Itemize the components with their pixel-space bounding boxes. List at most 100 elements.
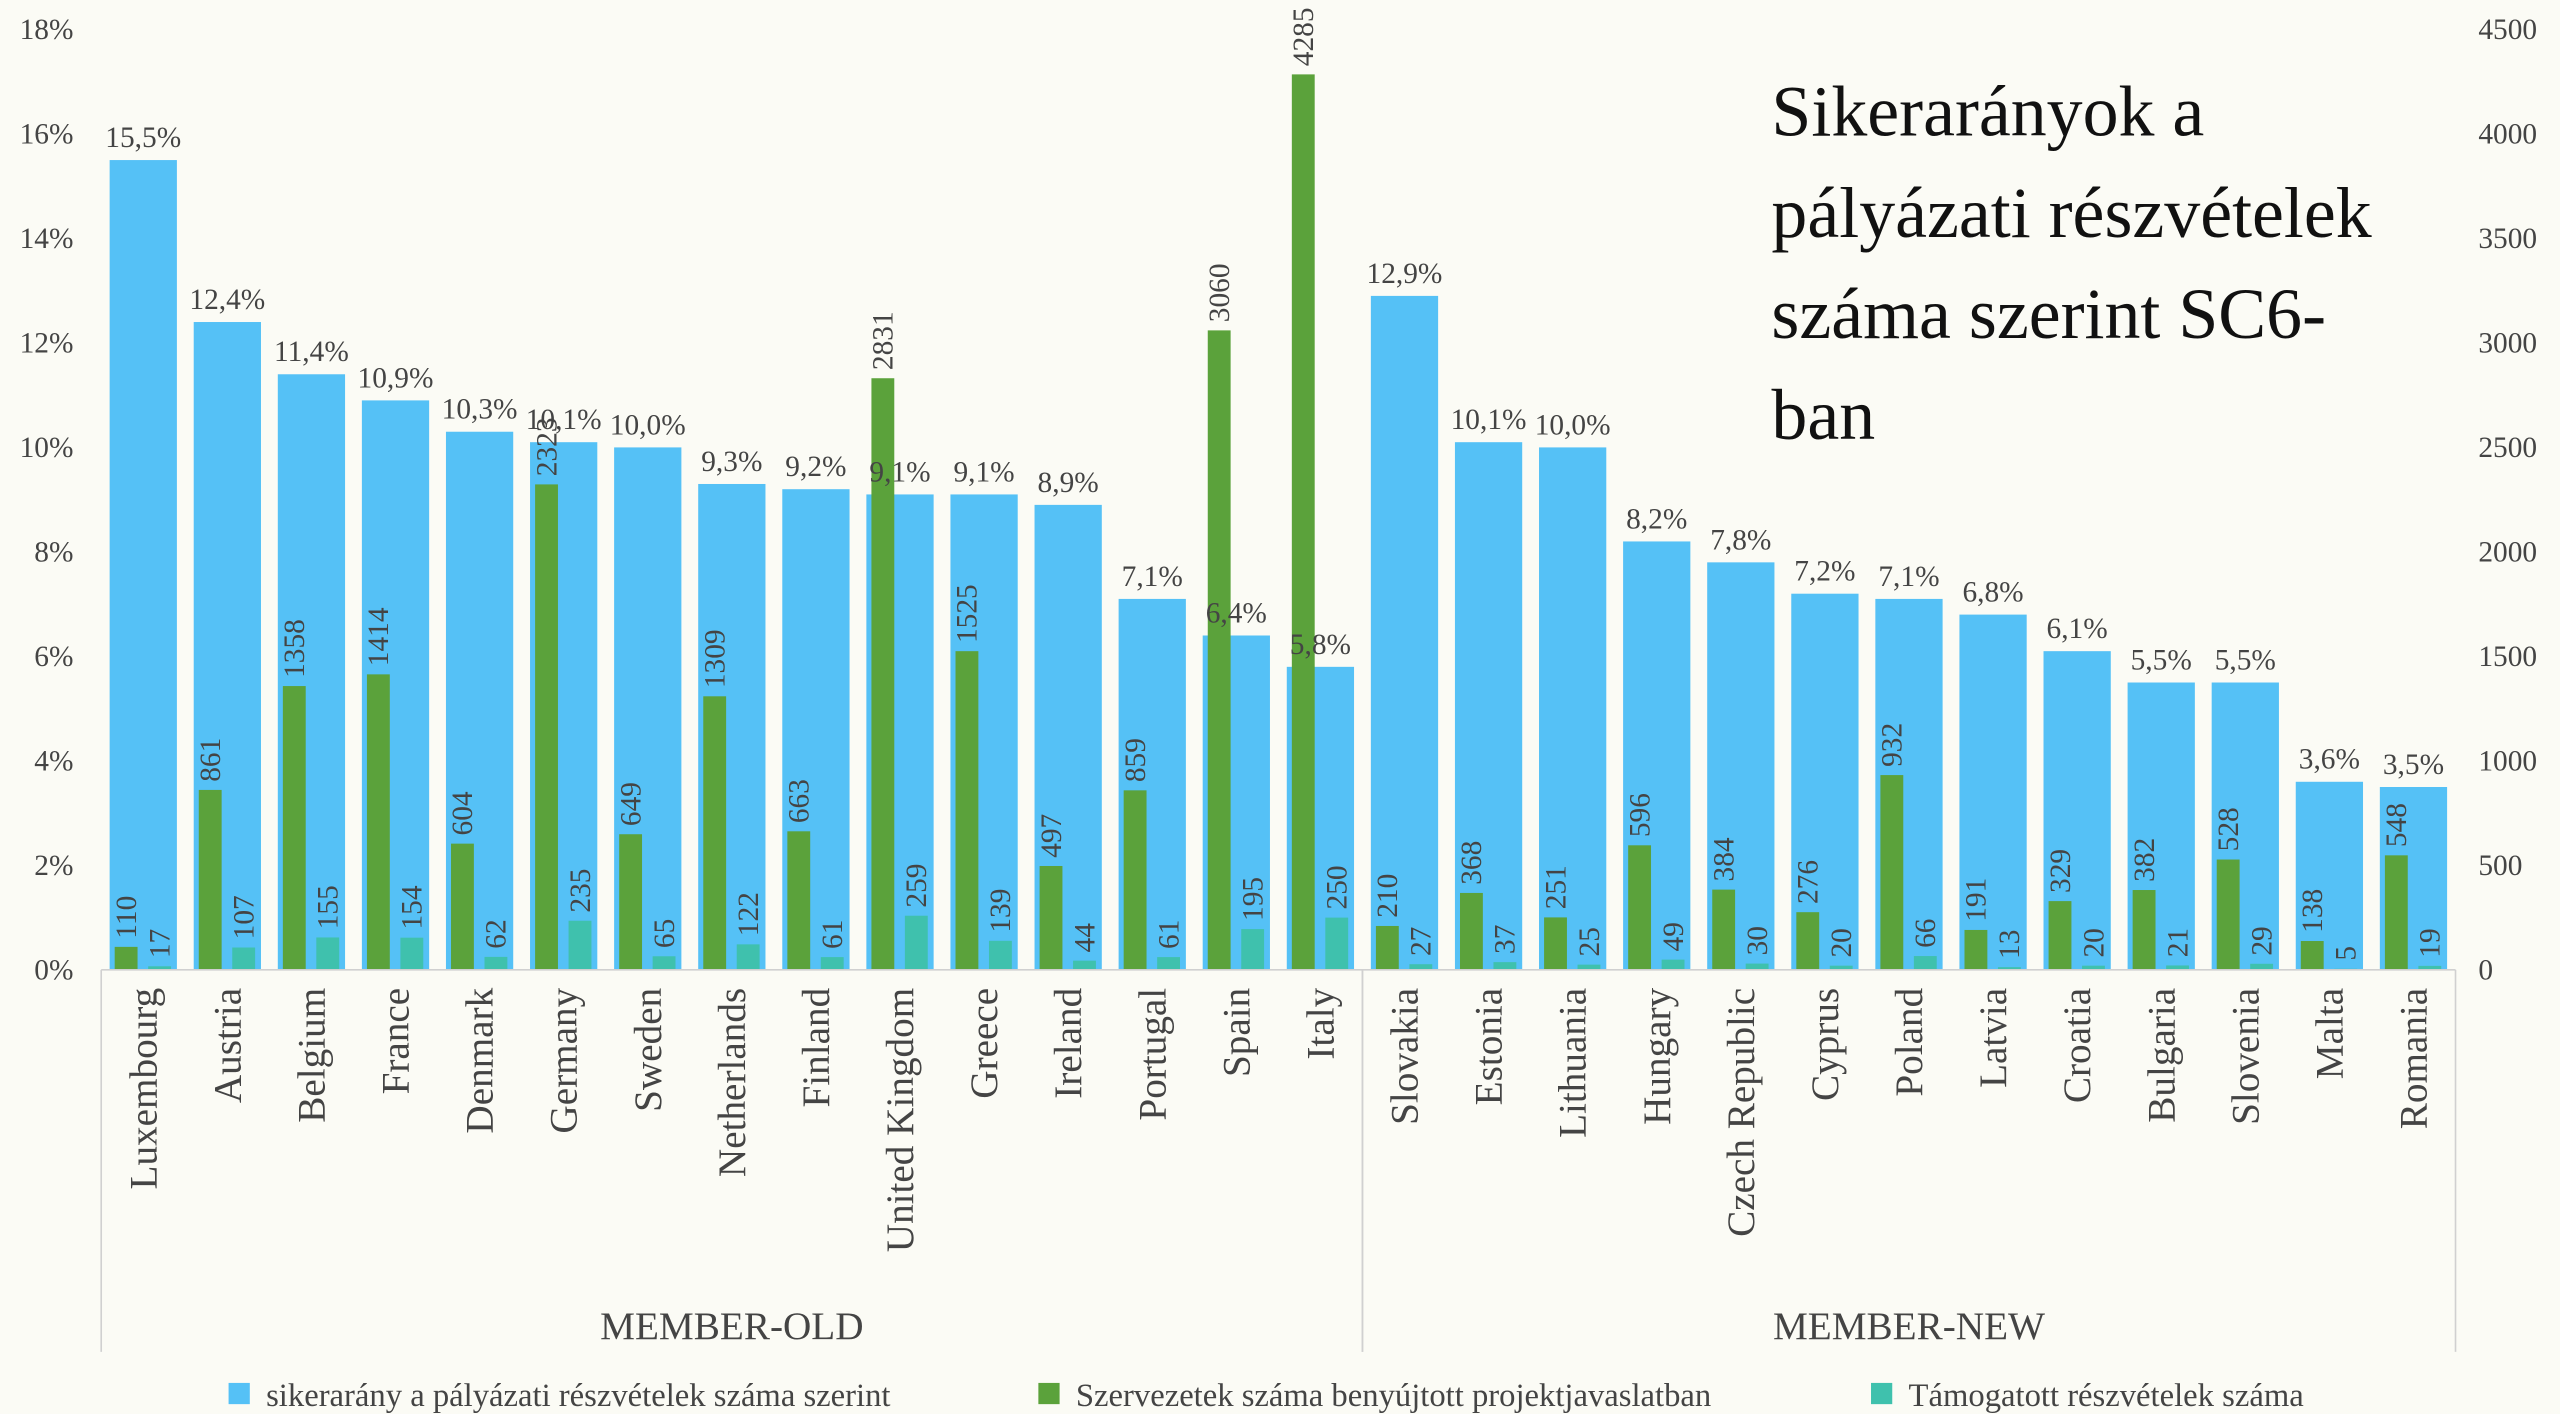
bar xyxy=(1829,965,1853,970)
data-label: 10,0% xyxy=(1535,409,1611,441)
data-label: 27 xyxy=(1406,927,1438,956)
y-tick-label: 18% xyxy=(20,14,74,46)
y2-tick-label: 0 xyxy=(2478,955,2493,987)
bar xyxy=(1577,964,1601,970)
x-tick-label: Ireland xyxy=(1047,987,1090,1098)
x-tick-label: Greece xyxy=(963,988,1006,1099)
data-label: 21 xyxy=(2162,928,2194,957)
data-label: 20 xyxy=(1826,928,1858,957)
bar xyxy=(871,378,895,970)
data-label: 5,8% xyxy=(1290,629,1351,661)
data-label: 8,9% xyxy=(1038,467,1099,499)
data-label: 497 xyxy=(1036,814,1068,858)
y-tick-label: 6% xyxy=(34,641,73,673)
bar xyxy=(2300,941,2324,970)
data-label: 210 xyxy=(1372,874,1404,918)
data-label: 110 xyxy=(111,896,143,939)
y-tick-label: 0% xyxy=(34,955,73,987)
bar xyxy=(366,674,390,970)
bar xyxy=(988,940,1012,970)
data-label: 10,0% xyxy=(610,409,686,441)
data-label: 11,4% xyxy=(274,336,349,368)
x-tick-label: Czech Republic xyxy=(1720,988,1763,1237)
data-label: 604 xyxy=(447,791,479,835)
y2-tick-label: 4000 xyxy=(2478,119,2537,151)
y2-tick-label: 3000 xyxy=(2478,328,2537,360)
x-tick-label: Luxembourg xyxy=(122,988,165,1190)
data-label: 596 xyxy=(1624,793,1656,837)
legend-label: Támogatott részvételek száma xyxy=(1909,1378,2305,1414)
y2-tick-label: 1500 xyxy=(2478,641,2537,673)
legend-swatch xyxy=(228,1382,250,1405)
bar xyxy=(1628,845,1652,970)
bar xyxy=(652,956,676,970)
x-tick-label: Latvia xyxy=(1972,988,2015,1088)
data-label: 154 xyxy=(397,885,429,929)
x-tick-label: Cyprus xyxy=(1804,988,1847,1101)
data-label: 49 xyxy=(1658,922,1690,951)
y2-tick-label: 2000 xyxy=(2478,537,2537,569)
data-label: 61 xyxy=(1153,920,1185,949)
group-label: MEMBER-OLD xyxy=(600,1305,863,1348)
data-label: 61 xyxy=(817,920,849,949)
x-tick-label: Slovenia xyxy=(2224,988,2267,1125)
data-label: 155 xyxy=(313,885,345,929)
y-tick-label: 14% xyxy=(20,223,74,255)
data-label: 10,3% xyxy=(442,394,518,426)
data-label: 932 xyxy=(1877,723,1909,767)
bar xyxy=(1241,929,1265,970)
y-tick-label: 2% xyxy=(34,850,73,882)
data-label: 859 xyxy=(1120,738,1152,782)
bar xyxy=(1791,593,1859,970)
bar xyxy=(1661,959,1685,970)
bar xyxy=(400,937,424,970)
data-label: 649 xyxy=(615,782,647,826)
bar xyxy=(1073,960,1096,970)
data-label: 62 xyxy=(481,919,513,948)
bar xyxy=(619,834,643,970)
bar xyxy=(484,956,508,970)
data-label: 368 xyxy=(1456,841,1488,885)
bar xyxy=(1454,442,1523,970)
bar xyxy=(1712,889,1736,970)
bar xyxy=(904,915,928,970)
bar xyxy=(198,789,222,970)
y-tick-label: 8% xyxy=(34,537,73,569)
bar xyxy=(787,831,811,970)
data-label: 250 xyxy=(1322,865,1354,909)
bar xyxy=(451,843,474,970)
data-label: 139 xyxy=(985,889,1017,933)
bar xyxy=(2295,781,2364,970)
bar xyxy=(1325,917,1349,970)
bar xyxy=(2384,855,2408,970)
data-label: 7,1% xyxy=(1878,561,1939,593)
chart-title: Sikerarányok a pályázati részvételek szá… xyxy=(1771,71,2372,456)
x-tick-label: Sweden xyxy=(627,988,670,1112)
bar xyxy=(114,946,138,970)
data-label: 276 xyxy=(1793,860,1825,904)
bar xyxy=(2166,965,2189,970)
y-tick-label: 4% xyxy=(34,746,73,778)
group-label: MEMBER-NEW xyxy=(1773,1305,2045,1348)
y2-tick-label: 3500 xyxy=(2478,223,2537,255)
bar xyxy=(1370,295,1439,970)
bar xyxy=(568,920,592,970)
x-tick-label: Romania xyxy=(2393,988,2436,1129)
x-tick-label: Belgium xyxy=(290,988,333,1123)
bar xyxy=(316,937,340,970)
data-label: 191 xyxy=(1961,878,1993,922)
data-label: 1414 xyxy=(363,607,395,666)
data-label: 9,2% xyxy=(785,451,846,483)
bar xyxy=(1157,957,1180,970)
data-label: 195 xyxy=(1237,877,1269,921)
data-label: 6,1% xyxy=(2047,613,2108,645)
x-tick-label: United Kingdom xyxy=(879,988,922,1252)
legend-swatch xyxy=(1038,1382,1060,1405)
data-label: 122 xyxy=(733,892,765,936)
bar xyxy=(2132,890,2156,970)
x-tick-label: Lithuania xyxy=(1552,988,1595,1138)
title-box: Sikerarányok a pályázati részvételek szá… xyxy=(1771,71,2372,456)
x-tick-label: Spain xyxy=(1215,988,1258,1077)
bar xyxy=(736,944,760,970)
